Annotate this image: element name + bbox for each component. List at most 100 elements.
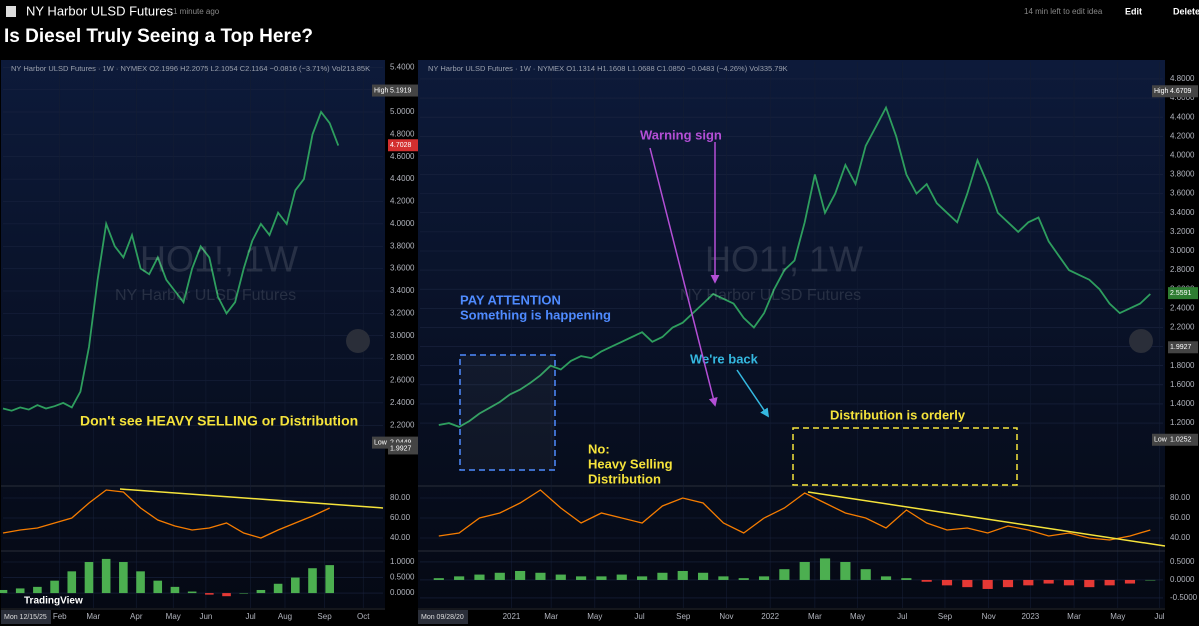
histogram-bar [819, 558, 831, 580]
histogram-bar [454, 576, 465, 580]
x-tick-label: Jun [199, 612, 212, 621]
y-tick-label: 1.0000 [390, 557, 415, 566]
arrow [736, 369, 770, 418]
histogram-bar [738, 578, 749, 580]
oscillator-line [2, 489, 330, 539]
x-tick-label: Jul [634, 612, 644, 621]
legend: NY Harbor ULSD Futures · 1W · NYMEX O2.1… [11, 64, 370, 73]
histogram-bar [1145, 579, 1156, 581]
annotation: Warning sign [640, 127, 722, 142]
annotation: Distribution is orderly [830, 407, 966, 422]
x-tick-label: Mar [808, 612, 822, 621]
price-badge-kind: High [1154, 88, 1169, 95]
x-tick-label: Jul [245, 612, 255, 621]
histogram-bar [0, 589, 8, 594]
y-tick-label: 2.2000 [390, 420, 415, 429]
y-tick-label: 4.4000 [390, 174, 415, 183]
price-badge-value: 4.7028 [390, 142, 412, 149]
histogram-bar [15, 588, 25, 594]
watermark-name: NY Harbor ULSD Futures [115, 287, 296, 304]
y-tick-label: 80.00 [390, 493, 411, 502]
histogram-bar [1002, 579, 1014, 588]
y-tick-label: 3.2000 [390, 308, 415, 317]
price-badge-value: 4.6709 [1170, 88, 1192, 95]
histogram-bar [325, 565, 334, 594]
histogram-bar [941, 579, 953, 586]
price-badge [1168, 287, 1198, 300]
histogram-bar [136, 571, 145, 594]
histogram-bar [474, 574, 485, 580]
histogram-bar [1104, 579, 1115, 586]
price-badge [1168, 341, 1198, 354]
histogram-bar [637, 576, 648, 580]
y-tick-label: 40.00 [1170, 533, 1191, 542]
edit-button[interactable]: Edit [1125, 6, 1142, 16]
x-tick-label: Mar [544, 612, 558, 621]
legend: NY Harbor ULSD Futures · 1W · NYMEX O1.1… [428, 64, 788, 73]
y-tick-label: 2.8000 [390, 353, 415, 362]
histogram-bar [840, 561, 851, 580]
histogram-bar [101, 558, 111, 594]
cursor-date-box [418, 610, 468, 624]
y-tick-label: 2.4000 [1170, 303, 1195, 312]
histogram-bar [657, 572, 668, 580]
price-badge [388, 442, 418, 455]
time: 1 minute ago [173, 7, 220, 16]
y-tick-label: 0.5000 [390, 573, 415, 582]
histogram-bar [222, 593, 231, 597]
play-button[interactable] [1129, 329, 1153, 353]
histogram-bar [596, 576, 607, 580]
y-tick-label: 80.00 [1170, 493, 1191, 502]
y-tick-label: 3.8000 [1170, 170, 1195, 179]
watermark: HO1!, 1W [140, 239, 298, 280]
histogram-bar [205, 593, 214, 595]
trendline [807, 491, 1166, 547]
x-tick-label: May [587, 612, 602, 621]
x-tick-label: Sep [676, 612, 691, 621]
y-tick-label: -0.5000 [1170, 593, 1198, 602]
box [792, 427, 1018, 486]
histogram-bar [1124, 579, 1136, 584]
y-tick-label: 0.0000 [390, 588, 415, 597]
histogram-bar [901, 578, 912, 580]
arrow [649, 147, 718, 407]
x-tick-label: Jul [897, 612, 907, 621]
histogram-bar [1043, 579, 1054, 584]
x-tick-label: 2023 [1021, 612, 1039, 621]
x-tick-label: Apr [130, 612, 143, 621]
play-button[interactable] [346, 329, 370, 353]
y-tick-label: 3.8000 [390, 241, 415, 250]
annotation: PAY ATTENTION [460, 292, 561, 307]
drawings [119, 142, 1166, 547]
price-badge-value: 1.0252 [1170, 437, 1192, 444]
price-badge-value: 5.1919 [390, 87, 412, 94]
y-tick-label: 2.8000 [1170, 265, 1195, 274]
histogram-bar [860, 569, 871, 580]
annotation: We're back [690, 351, 759, 366]
x-tick-label: 2021 [503, 612, 521, 621]
y-tick-label: 1.8000 [1170, 361, 1195, 370]
x-tick-label: Oct [357, 612, 370, 621]
delete-button[interactable]: Delete [1173, 6, 1199, 16]
idea-title: Is Diesel Truly Seeing a Top Here? [4, 26, 313, 47]
y-tick-label: 3.6000 [1170, 189, 1195, 198]
y-tick-label: 4.6000 [390, 152, 415, 161]
y-tick-label: 0.0000 [1170, 575, 1195, 584]
annotation: No: [588, 441, 610, 456]
y-tick-label: 2.6000 [390, 376, 415, 385]
y-tick-label: 4.0000 [390, 219, 415, 228]
y-tick-label: 40.00 [390, 533, 411, 542]
histogram-bar [1084, 579, 1095, 588]
histogram-bar [67, 571, 77, 594]
histogram-bar [119, 562, 128, 594]
y-tick-label: 4.8000 [1170, 74, 1195, 83]
histogram-bar [273, 583, 283, 594]
y-tick-label: 60.00 [390, 513, 411, 522]
price-badge-kind: High [374, 87, 389, 94]
oscillator-line [438, 489, 1151, 541]
x-tick-label: May [850, 612, 865, 621]
histogram-bar [515, 570, 526, 580]
x-tick-label: May [1110, 612, 1125, 621]
y-tick-label: 4.4000 [1170, 112, 1195, 121]
box [459, 354, 556, 471]
